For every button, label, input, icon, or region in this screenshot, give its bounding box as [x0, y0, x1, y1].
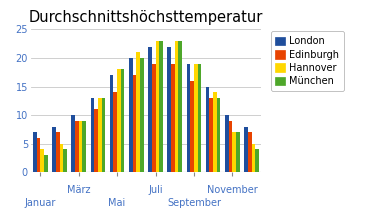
Text: März: März — [67, 185, 91, 195]
Text: September: September — [167, 198, 221, 208]
Bar — [156, 41, 159, 172]
Bar — [44, 155, 48, 172]
Text: Juli: Juli — [148, 185, 163, 195]
Bar — [60, 144, 63, 172]
Bar — [228, 121, 232, 172]
Text: November: November — [207, 185, 258, 195]
Bar — [33, 132, 36, 172]
Bar — [91, 98, 94, 172]
Bar — [82, 121, 86, 172]
Bar — [248, 132, 252, 172]
Bar — [117, 69, 121, 172]
Bar — [187, 64, 190, 172]
Bar — [113, 92, 117, 172]
Bar — [244, 126, 248, 172]
Bar — [190, 81, 194, 172]
Bar — [206, 87, 209, 172]
Bar — [110, 75, 113, 172]
Text: Januar: Januar — [25, 198, 56, 208]
Bar — [197, 64, 201, 172]
Bar — [56, 132, 60, 172]
Bar — [79, 121, 82, 172]
Bar — [36, 138, 40, 172]
Bar — [94, 109, 98, 172]
Bar — [236, 132, 240, 172]
Bar — [75, 121, 79, 172]
Bar — [148, 47, 152, 172]
Bar — [232, 132, 236, 172]
Bar — [225, 115, 228, 172]
Bar — [194, 64, 197, 172]
Title: Durchschnittshöchsttemperatur: Durchschnittshöchsttemperatur — [29, 10, 263, 25]
Bar — [252, 144, 255, 172]
Bar — [167, 47, 171, 172]
Bar — [209, 98, 213, 172]
Text: Mai: Mai — [109, 198, 126, 208]
Legend: London, Edinburgh, Hannover, München: London, Edinburgh, Hannover, München — [271, 32, 344, 91]
Bar — [98, 98, 101, 172]
Bar — [129, 58, 133, 172]
Bar — [121, 69, 124, 172]
Bar — [175, 41, 178, 172]
Bar — [71, 115, 75, 172]
Bar — [217, 98, 220, 172]
Bar — [159, 41, 163, 172]
Bar — [140, 58, 144, 172]
Bar — [101, 98, 105, 172]
Bar — [255, 149, 259, 172]
Bar — [152, 64, 156, 172]
Bar — [178, 41, 182, 172]
Bar — [52, 126, 56, 172]
Bar — [136, 52, 140, 172]
Bar — [63, 149, 67, 172]
Bar — [133, 75, 136, 172]
Bar — [171, 64, 175, 172]
Bar — [40, 149, 44, 172]
Bar — [213, 92, 217, 172]
